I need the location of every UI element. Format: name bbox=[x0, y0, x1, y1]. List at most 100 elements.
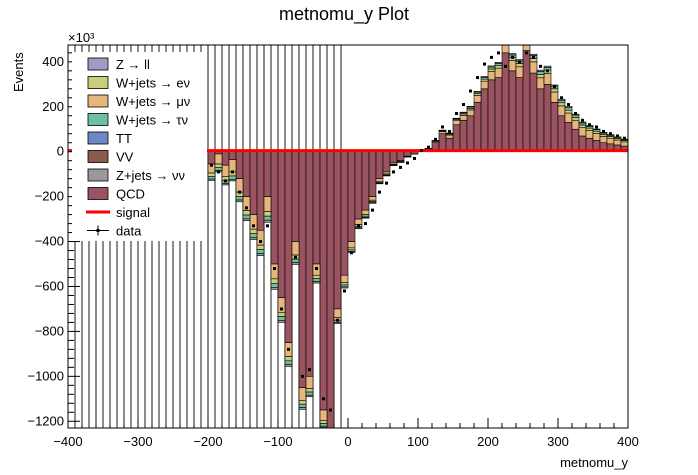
bar-qcd bbox=[375, 151, 384, 179]
bar-w-jets- bbox=[627, 143, 628, 148]
bar-qcd bbox=[242, 151, 251, 197]
y-tick-label: −1200 bbox=[27, 413, 64, 428]
bar-w-jets-e- bbox=[284, 356, 293, 362]
data-point bbox=[567, 103, 570, 107]
bar-qcd bbox=[663, 150, 670, 152]
bar-qcd bbox=[438, 133, 447, 153]
data-point bbox=[469, 89, 472, 93]
bar-z-jets- bbox=[277, 320, 286, 323]
bar-w-jets-e- bbox=[592, 130, 601, 134]
bar-w-jets-e- bbox=[635, 143, 642, 144]
data-point bbox=[217, 170, 220, 174]
bar-qcd bbox=[389, 151, 398, 164]
bar-w-jets- bbox=[522, 45, 531, 51]
legend-label: TT bbox=[116, 131, 132, 146]
legend-label: W+jets → τν bbox=[116, 113, 188, 128]
bar-z-jets- bbox=[333, 322, 342, 324]
bar-z-jets- bbox=[564, 106, 573, 108]
bar-w-jets- bbox=[564, 107, 573, 111]
bar-z-jets- bbox=[256, 253, 265, 257]
bar-qcd bbox=[207, 151, 216, 165]
bar-w-jets-e- bbox=[649, 146, 656, 147]
bar-qcd bbox=[550, 101, 559, 153]
bar-w-jets-e- bbox=[564, 109, 573, 114]
bar-qcd bbox=[480, 88, 489, 153]
data-point bbox=[476, 76, 479, 80]
data-point bbox=[679, 147, 682, 150]
bar-z-jets- bbox=[494, 61, 503, 64]
data-point bbox=[546, 69, 549, 73]
bar-w-jets- bbox=[347, 241, 356, 249]
bar-w-jets- bbox=[642, 144, 649, 145]
y-axis-label: Events bbox=[11, 52, 26, 92]
bar-w-jets- bbox=[684, 149, 691, 150]
bar-w-jets- bbox=[592, 133, 601, 141]
bar-z-jets- bbox=[235, 199, 244, 203]
bar-w-jets- bbox=[340, 274, 349, 283]
bar-w-jets- bbox=[214, 153, 223, 165]
data-point bbox=[413, 156, 416, 160]
data-point bbox=[595, 125, 598, 129]
bar-w-jets- bbox=[312, 278, 321, 282]
bar-z-jets- bbox=[361, 217, 370, 219]
bar-qcd bbox=[571, 128, 580, 153]
bar-w-jets-e- bbox=[599, 134, 608, 137]
bar-w-jets- bbox=[536, 71, 545, 75]
data-point bbox=[231, 170, 234, 174]
bar-w-jets-e- bbox=[487, 68, 496, 72]
bar-w-jets- bbox=[277, 316, 286, 321]
y-tick-label: −200 bbox=[35, 189, 64, 204]
bar-w-jets- bbox=[361, 209, 370, 215]
bar-qcd bbox=[536, 88, 545, 153]
data-point bbox=[420, 149, 423, 153]
legend-label: Z → ll bbox=[116, 57, 150, 72]
bar-qcd bbox=[333, 151, 342, 310]
bar-w-jets- bbox=[571, 114, 580, 118]
bar-z-jets- bbox=[340, 286, 349, 289]
bar-w-jets- bbox=[494, 63, 503, 66]
x-tick-label: −400 bbox=[53, 434, 82, 449]
bar-w-jets-e- bbox=[480, 78, 489, 82]
bar-w-jets-e- bbox=[536, 74, 545, 79]
data-point bbox=[609, 132, 612, 136]
bar-qcd bbox=[354, 151, 363, 220]
bar-w-jets- bbox=[656, 148, 663, 150]
bar-w-jets- bbox=[298, 387, 307, 401]
bar-w-jets-e- bbox=[312, 274, 321, 279]
bar-qcd bbox=[670, 150, 677, 152]
bar-qcd bbox=[235, 151, 244, 179]
bar-w-jets- bbox=[368, 196, 377, 201]
bar-w-jets- bbox=[585, 130, 594, 139]
x-tick-label: −100 bbox=[263, 434, 292, 449]
data-point bbox=[630, 139, 633, 142]
bar-w-jets- bbox=[284, 360, 293, 365]
bar-w-jets- bbox=[635, 143, 642, 144]
legend-swatch bbox=[87, 187, 109, 200]
bar-w-jets- bbox=[214, 167, 223, 171]
data-point bbox=[504, 64, 507, 68]
bar-w-jets-e- bbox=[578, 124, 587, 128]
data-point bbox=[511, 55, 514, 59]
data-point bbox=[693, 148, 696, 151]
bar-z-jets- bbox=[508, 53, 517, 56]
x-tick-label: 0 bbox=[344, 434, 351, 449]
bar-w-jets- bbox=[613, 139, 622, 146]
data-point bbox=[266, 224, 269, 228]
bar-w-jets-e- bbox=[529, 58, 538, 63]
bar-w-jets-e- bbox=[523, 36, 530, 39]
legend-swatch bbox=[87, 150, 109, 163]
bar-z-jets- bbox=[473, 90, 482, 93]
bar-w-jets-e- bbox=[319, 420, 328, 424]
data-point bbox=[532, 55, 535, 59]
bar-z-jets- bbox=[523, 32, 530, 33]
bar-w-jets- bbox=[235, 178, 244, 193]
bar-z-jets- bbox=[354, 227, 363, 230]
bar-z-jets- bbox=[592, 128, 601, 130]
bar-qcd bbox=[677, 150, 684, 152]
data-point bbox=[210, 163, 213, 167]
bar-qcd bbox=[557, 115, 566, 153]
data-point bbox=[448, 129, 451, 133]
bar-w-jets- bbox=[502, 38, 509, 40]
bar-w-jets- bbox=[445, 134, 454, 139]
bar-w-jets- bbox=[557, 105, 566, 117]
